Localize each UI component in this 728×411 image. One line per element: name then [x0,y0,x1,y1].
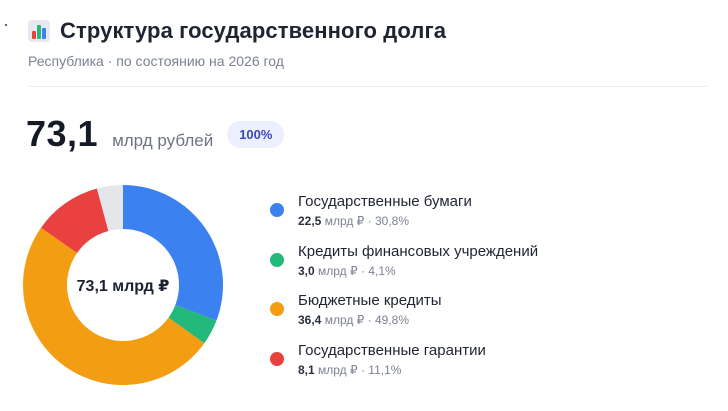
donut-chart: 73,1 млрд ₽ [23,185,223,385]
percent-badge: 100% [227,121,284,148]
legend-item-name: Бюджетные кредиты [298,292,442,310]
donut-slice [123,185,223,321]
legend-item: Бюджетные кредиты 36,4 млрд ₽ · 49,8% [270,292,538,342]
corner-dot [5,24,7,26]
legend-item-meta: 22,5 млрд ₽ · 30,8% [298,214,472,229]
legend-item-meta: 8,1 млрд ₽ · 11,1% [298,363,486,378]
legend-item-name: Государственные гарантии [298,342,486,360]
legend-item-name: Кредиты финансовых учреждений [298,243,538,261]
legend-item-meta: 36,4 млрд ₽ · 49,8% [298,313,442,328]
legend-item-value: 3,0 [298,264,315,278]
legend-item-detail: млрд ₽ · 30,8% [321,214,409,228]
divider [28,86,708,87]
legend-item: Государственные бумаги 22,5 млрд ₽ · 30,… [270,193,538,243]
legend-item-detail: млрд ₽ · 4,1% [315,264,396,278]
legend: Государственные бумаги 22,5 млрд ₽ · 30,… [270,193,538,391]
total-summary: 73,1 млрд рублей 100% [26,113,284,155]
total-value: 73,1 [26,113,98,155]
legend-item-value: 36,4 [298,313,321,327]
legend-dot [270,352,284,366]
legend-item-detail: млрд ₽ · 11,1% [315,363,402,377]
header: Структура государственного долга Республ… [28,18,446,69]
total-unit: млрд рублей [112,131,213,151]
legend-dot [270,253,284,267]
legend-item-value: 22,5 [298,214,321,228]
legend-item-detail: млрд ₽ · 49,8% [321,313,409,327]
legend-dot [270,203,284,217]
page-subtitle: Республика · по состоянию на 2026 год [28,53,446,69]
donut-center-label: 73,1 млрд ₽ [77,278,170,295]
page-title: Структура государственного долга [60,18,446,44]
legend-item-name: Государственные бумаги [298,193,472,211]
title-row: Структура государственного долга [28,18,446,44]
legend-item-meta: 3,0 млрд ₽ · 4,1% [298,264,538,279]
legend-item-value: 8,1 [298,363,315,377]
legend-item: Кредиты финансовых учреждений 3,0 млрд ₽… [270,243,538,293]
legend-dot [270,302,284,316]
bar-chart-icon [28,20,50,42]
legend-item: Государственные гарантии 8,1 млрд ₽ · 11… [270,342,538,392]
